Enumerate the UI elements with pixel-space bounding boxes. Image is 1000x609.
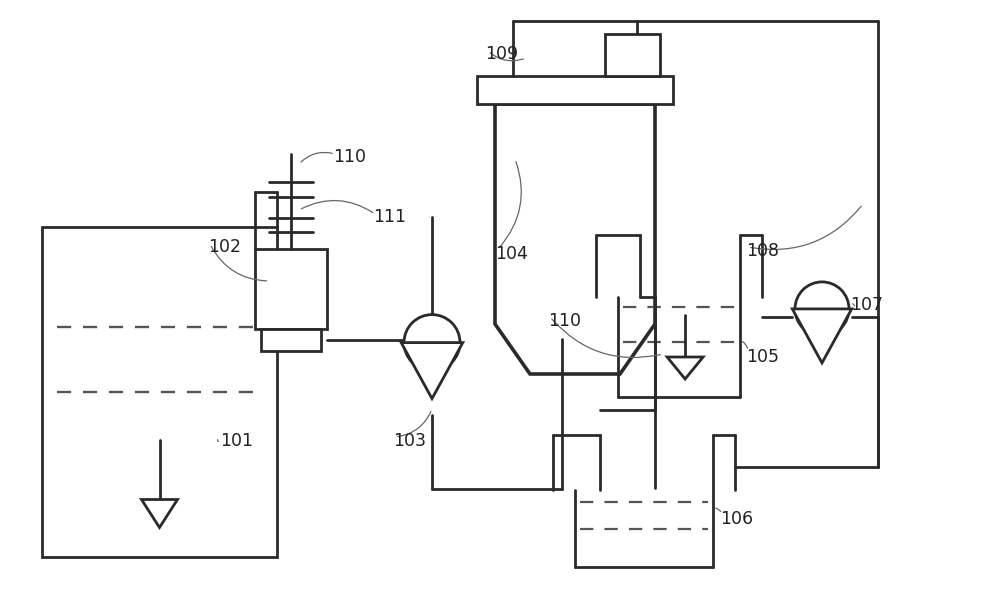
Bar [261, 329, 321, 351]
Text: 102: 102 [208, 238, 241, 256]
Polygon shape [401, 343, 463, 399]
Circle shape [795, 282, 849, 336]
Polygon shape [792, 309, 852, 363]
Text: 111: 111 [373, 208, 406, 226]
Text: 105: 105 [746, 348, 779, 366]
Text: 106: 106 [720, 510, 753, 528]
Bar [42, 227, 277, 557]
Text: 103: 103 [393, 432, 426, 450]
Text: 109: 109 [485, 45, 518, 63]
Polygon shape [142, 499, 178, 527]
Text: 110: 110 [548, 312, 581, 330]
Polygon shape [495, 104, 655, 374]
Bar [255, 249, 327, 329]
Text: 104: 104 [495, 245, 528, 263]
Polygon shape [667, 357, 703, 379]
Text: 107: 107 [850, 296, 883, 314]
Bar [604, 34, 660, 76]
Text: 101: 101 [220, 432, 253, 450]
Text: 110: 110 [333, 148, 366, 166]
Text: 108: 108 [746, 242, 779, 260]
Circle shape [404, 315, 460, 371]
Bar [477, 76, 673, 104]
